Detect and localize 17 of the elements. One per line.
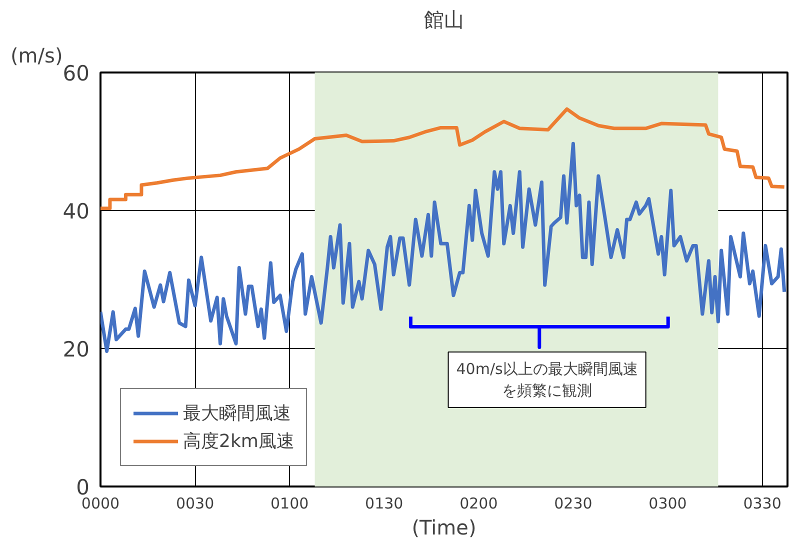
x-tick-label: 0230 xyxy=(554,494,592,512)
y-tick-label: 60 xyxy=(62,62,90,86)
x-tick-label: 0130 xyxy=(365,494,404,512)
x-axis-title: (Time) xyxy=(412,516,476,540)
legend-label: 高度2km風速 xyxy=(183,430,294,453)
legend-label: 最大瞬間風速 xyxy=(183,402,291,425)
y-tick-label: 20 xyxy=(62,338,90,362)
y-axis-title: (m/s) xyxy=(10,44,63,68)
x-tick-label: 0300 xyxy=(648,494,687,512)
x-tick-label: 0000 xyxy=(81,494,120,512)
annotation: 40m/s以上の最大瞬間風速を頻繁に観測 xyxy=(456,360,638,400)
y-tick-label: 40 xyxy=(62,200,90,224)
x-tick-label: 0330 xyxy=(743,494,782,512)
x-tick-label: 0100 xyxy=(270,494,309,512)
chart-title: 館山 xyxy=(424,8,464,32)
x-tick-label: 0200 xyxy=(460,494,498,512)
x-tick-label: 0030 xyxy=(176,494,214,512)
